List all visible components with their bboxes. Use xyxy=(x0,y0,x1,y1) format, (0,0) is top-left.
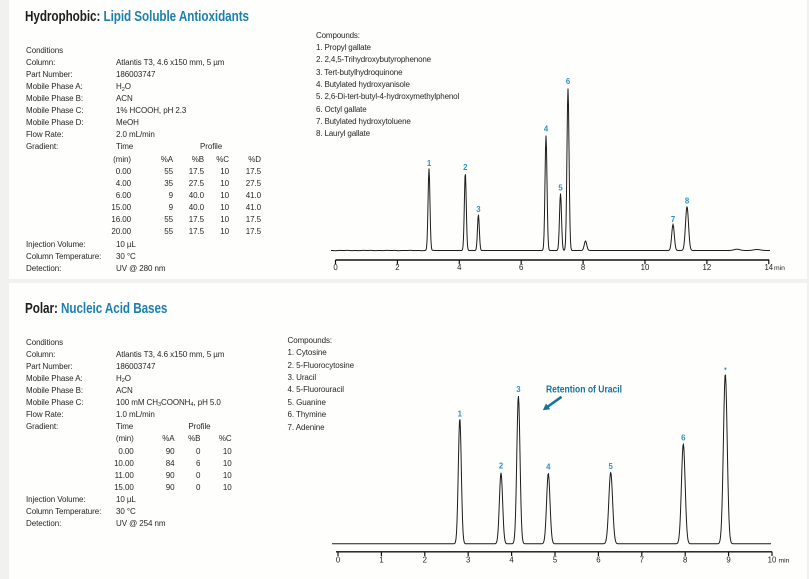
svg-text:2: 2 xyxy=(499,462,504,471)
svg-text:min: min xyxy=(774,265,785,272)
svg-text:Retention of Uracil: Retention of Uracil xyxy=(546,383,622,395)
svg-text:9: 9 xyxy=(726,556,730,565)
svg-text:5: 5 xyxy=(609,462,614,471)
svg-text:min: min xyxy=(779,558,790,565)
svg-text:6: 6 xyxy=(519,263,523,272)
svg-text:3: 3 xyxy=(516,385,521,394)
svg-text:8: 8 xyxy=(685,197,690,206)
svg-text:14: 14 xyxy=(764,263,773,272)
svg-text:0: 0 xyxy=(333,263,338,272)
svg-text:12: 12 xyxy=(703,263,712,272)
svg-text:1: 1 xyxy=(458,410,463,419)
svg-text:5: 5 xyxy=(558,184,563,193)
svg-text:1: 1 xyxy=(427,159,432,168)
svg-text:4: 4 xyxy=(544,125,549,134)
svg-text:1: 1 xyxy=(379,556,383,565)
svg-text:4: 4 xyxy=(457,263,462,272)
svg-text:2: 2 xyxy=(463,163,468,172)
svg-text:4: 4 xyxy=(509,556,514,565)
svg-text:8: 8 xyxy=(581,263,585,272)
svg-text:4: 4 xyxy=(546,463,551,472)
svg-text:10: 10 xyxy=(641,263,650,272)
svg-text:8: 8 xyxy=(683,556,687,565)
svg-text:6: 6 xyxy=(566,77,571,86)
svg-text:0: 0 xyxy=(336,556,341,565)
svg-text:6: 6 xyxy=(681,434,686,443)
svg-text:6: 6 xyxy=(596,556,600,565)
svg-text:3: 3 xyxy=(466,556,470,565)
svg-text:3: 3 xyxy=(476,205,481,214)
svg-text:2: 2 xyxy=(395,263,399,272)
svg-text:7: 7 xyxy=(640,556,644,565)
svg-text:7: 7 xyxy=(671,215,675,224)
svg-text:5: 5 xyxy=(553,556,558,565)
svg-text:10: 10 xyxy=(768,556,777,565)
svg-text:2: 2 xyxy=(423,556,427,565)
